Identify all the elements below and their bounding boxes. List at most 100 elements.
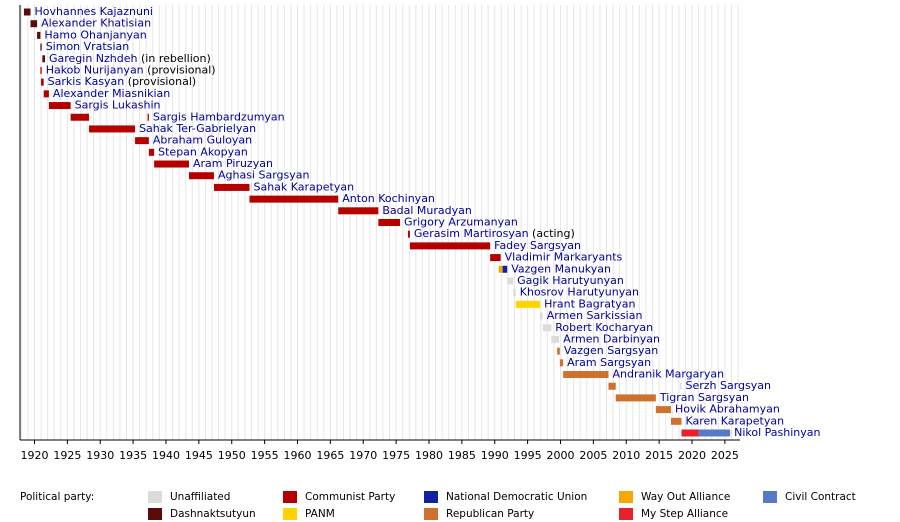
x-tick-label: 1980	[415, 449, 443, 462]
term-bar	[608, 382, 616, 390]
term-bar	[507, 277, 514, 285]
x-tick-label: 2020	[678, 449, 706, 462]
row-label: Garegin Nzhdeh (in rebellion)	[49, 52, 211, 65]
term-bar	[30, 20, 38, 28]
person-name: Serzh Sargsyan	[685, 379, 771, 392]
term-bar	[515, 300, 541, 308]
row-label: Karen Karapetyan	[685, 414, 784, 427]
row-label: Andranik Margaryan	[612, 368, 724, 381]
x-tick-label: 1985	[448, 449, 476, 462]
person-name: Grigory Arzumanyan	[404, 216, 518, 229]
x-tick-label: 1925	[53, 449, 81, 462]
x-tick-label: 1990	[481, 449, 509, 462]
row-label: Aram Sargsyan	[567, 356, 651, 369]
term-bar	[37, 31, 41, 39]
term-bar	[563, 371, 609, 379]
person-note: (acting)	[532, 227, 575, 240]
legend-swatch	[148, 491, 162, 503]
x-tick-label: 1965	[316, 449, 344, 462]
term-bar	[40, 66, 42, 74]
term-bar	[542, 324, 552, 332]
term-bar	[698, 429, 731, 437]
x-tick-label: 1970	[349, 449, 377, 462]
x-tick-label: 1960	[283, 449, 311, 462]
legend-title: Political party:	[20, 491, 94, 503]
term-bar	[502, 265, 508, 273]
person-name: Nikol Pashinyan	[734, 426, 820, 439]
person-note: (in rebellion)	[141, 52, 211, 65]
legend-label: Republican Party	[446, 508, 534, 520]
x-tick-label: 2010	[612, 449, 640, 462]
legend-label: Way Out Alliance	[641, 491, 730, 503]
row-label: Hamo Ohanjanyan	[44, 28, 146, 41]
legend-swatch	[763, 491, 777, 503]
person-name: Simon Vratsian	[46, 40, 130, 53]
person-name: Karen Karapetyan	[685, 414, 784, 427]
row-label: Gagik Harutyunyan	[517, 274, 624, 287]
person-name: Vazgen Sargsyan	[564, 344, 658, 357]
term-bar	[70, 113, 90, 121]
x-tick-label: 1995	[514, 449, 542, 462]
term-bar	[249, 195, 339, 203]
row-label: Hovik Abrahamyan	[675, 403, 780, 416]
x-tick-label: 2015	[645, 449, 673, 462]
term-bar	[154, 160, 189, 168]
row-label: Grigory Arzumanyan	[404, 216, 518, 229]
person-name: Fadey Sargsyan	[494, 239, 581, 252]
person-note: (provisional)	[128, 75, 196, 88]
row-label: Abraham Guloyan	[153, 134, 252, 147]
legend-label: Communist Party	[305, 491, 395, 503]
term-bar	[43, 90, 49, 98]
term-bar	[23, 8, 31, 16]
term-bar	[557, 347, 560, 355]
term-bar	[148, 148, 155, 156]
legend-label: My Step Alliance	[641, 508, 728, 520]
person-name: Robert Kocharyan	[555, 321, 653, 334]
x-tick-label: 2025	[711, 449, 739, 462]
legend-swatch	[619, 491, 633, 503]
x-tick-label: 2005	[579, 449, 607, 462]
legend-swatch	[283, 491, 297, 503]
x-tick-label: 1975	[382, 449, 410, 462]
person-name: Khosrov Harutyunyan	[520, 286, 639, 299]
term-bar	[490, 254, 501, 262]
row-label: Alexander Khatisian	[41, 17, 151, 30]
row-label: Alexander Miasnikian	[53, 87, 170, 100]
row-label: Robert Kocharyan	[555, 321, 653, 334]
row-label: Hovhannes Kajaznuni	[35, 5, 153, 18]
person-name: Gagik Harutyunyan	[517, 274, 624, 287]
person-name: Stepan Akopyan	[158, 145, 248, 158]
person-name: Hrant Bagratyan	[544, 297, 635, 310]
person-name: Anton Kochinyan	[342, 192, 435, 205]
person-name: Tigran Sargsyan	[659, 391, 749, 404]
person-name: Aram Piruzyan	[193, 157, 273, 170]
term-bar	[670, 417, 682, 425]
x-tick-label: 1935	[119, 449, 147, 462]
person-name: Hamo Ohanjanyan	[44, 28, 146, 41]
row-label: Khosrov Harutyunyan	[520, 286, 639, 299]
row-label: Vazgen Sargsyan	[564, 344, 658, 357]
term-bar	[89, 125, 136, 133]
person-name: Gerasim Martirosyan	[414, 227, 529, 240]
x-tick-label: 2000	[546, 449, 574, 462]
row-label: Hrant Bagratyan	[544, 297, 635, 310]
person-name: Sarkis Kasyan	[48, 75, 125, 88]
term-bar	[147, 113, 149, 121]
person-name: Andranik Margaryan	[612, 368, 724, 381]
term-bar	[338, 207, 379, 215]
person-name: Garegin Nzhdeh	[49, 52, 138, 65]
legend-swatch	[283, 508, 297, 520]
term-bar	[213, 183, 250, 191]
row-label: Hakob Nurijanyan (provisional)	[46, 63, 216, 76]
person-name: Armen Darbinyan	[563, 332, 660, 345]
person-name: Alexander Khatisian	[41, 17, 151, 30]
row-label: Anton Kochinyan	[342, 192, 435, 205]
legend-swatch	[424, 491, 438, 503]
person-name: Vazgen Manukyan	[511, 262, 611, 275]
row-label: Vazgen Manukyan	[511, 262, 611, 275]
term-bar	[615, 394, 656, 402]
term-bar	[135, 137, 149, 145]
person-note: (provisional)	[147, 63, 215, 76]
legend-swatch	[148, 508, 162, 520]
